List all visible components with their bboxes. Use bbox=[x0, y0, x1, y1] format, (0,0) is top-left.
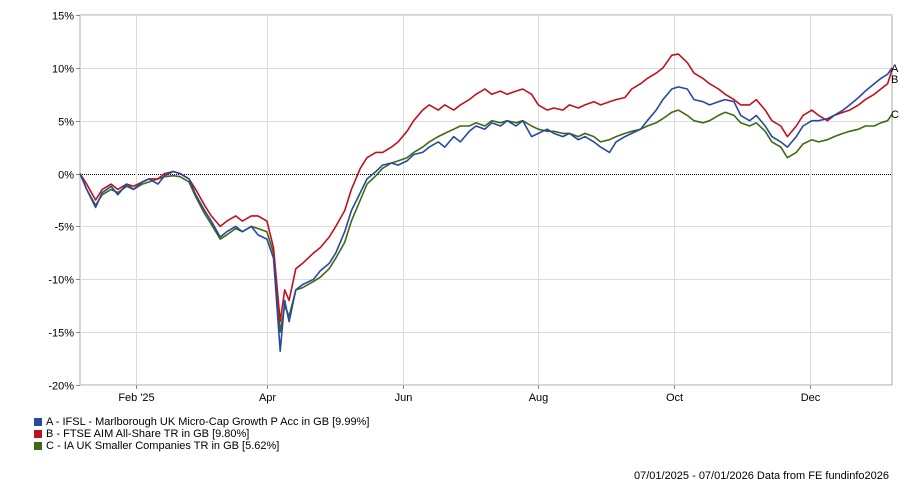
y-tick-label: -5% bbox=[54, 222, 74, 234]
series-line-b bbox=[79, 53, 893, 323]
legend-label-b: B - FTSE AIM All-Share TR in GB [9.80%] bbox=[46, 428, 250, 440]
y-tick-label: 15% bbox=[52, 11, 74, 23]
legend-swatch-b bbox=[34, 430, 42, 438]
grid bbox=[76, 14, 893, 389]
date-range-source: 07/01/2025 - 07/01/2026 Data from FE fun… bbox=[633, 470, 889, 482]
x-tick-label: Aug bbox=[529, 392, 549, 404]
end-label-a: A bbox=[891, 63, 899, 75]
y-tick-label: 5% bbox=[58, 117, 74, 129]
y-tick-label: 0% bbox=[58, 170, 74, 182]
y-tick-label: 10% bbox=[52, 64, 74, 76]
x-axis-ticks: Feb '25 Apr Jun Aug Oct Dec bbox=[118, 392, 820, 404]
legend-swatch-c bbox=[34, 442, 42, 450]
legend-label-c: C - IA UK Smaller Companies TR in GB [5.… bbox=[46, 440, 280, 452]
end-label-c: C bbox=[891, 109, 899, 121]
series-line-c bbox=[79, 109, 893, 333]
end-label-b: B bbox=[891, 74, 898, 86]
x-tick-label: Jun bbox=[395, 392, 413, 404]
x-tick-label: Dec bbox=[801, 392, 821, 404]
legend: A - IFSL - Marlborough UK Micro-Cap Grow… bbox=[34, 416, 369, 452]
y-axis-ticks: -20% -15% -10% -5% 0% 5% 10% 15% bbox=[48, 11, 74, 393]
series-lines bbox=[79, 53, 893, 352]
y-tick-label: -15% bbox=[48, 328, 74, 340]
legend-swatch-a bbox=[34, 418, 42, 426]
series-end-labels: AB C bbox=[891, 63, 899, 121]
x-tick-label: Feb '25 bbox=[118, 392, 154, 404]
x-tick-label: Oct bbox=[666, 392, 683, 404]
legend-label-a: A - IFSL - Marlborough UK Micro-Cap Grow… bbox=[46, 416, 370, 428]
y-tick-label: -20% bbox=[48, 381, 74, 393]
y-tick-label: -10% bbox=[48, 275, 74, 287]
legend-item-a: A - IFSL - Marlborough UK Micro-Cap Grow… bbox=[34, 416, 369, 428]
series-line-a bbox=[79, 67, 893, 352]
legend-item-c: C - IA UK Smaller Companies TR in GB [5.… bbox=[34, 440, 369, 452]
legend-item-b: B - FTSE AIM All-Share TR in GB [9.80%] bbox=[34, 428, 369, 440]
x-tick-label: Apr bbox=[259, 392, 276, 404]
line-chart: -20% -15% -10% -5% 0% 5% 10% 15% Feb '25 Apr Jun A… bbox=[48, 11, 899, 405]
